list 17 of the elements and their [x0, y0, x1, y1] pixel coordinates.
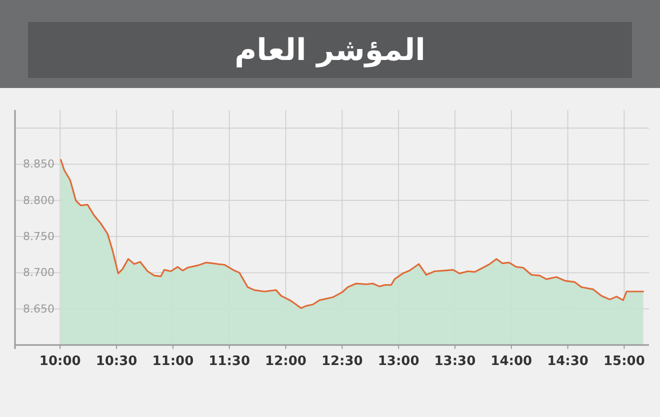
x-tick-label: 14:00	[490, 354, 532, 369]
x-tick-label: 14:30	[547, 354, 588, 369]
y-tick-label: 8.700	[23, 266, 54, 280]
x-tick-label: 13:30	[434, 354, 476, 369]
x-tick-label: 10:30	[96, 354, 138, 369]
chart-title: المؤشر العام	[234, 33, 426, 68]
x-tick-label: 15:00	[603, 354, 645, 369]
x-tick-label: 10:00	[39, 354, 81, 369]
x-tick-label: 11:30	[208, 354, 250, 369]
y-tick-label: 8.650	[23, 302, 54, 316]
x-tick-label: 11:00	[152, 354, 194, 369]
x-tick-label: 12:30	[321, 354, 363, 369]
y-tick-label: 8.850	[23, 158, 54, 171]
x-tick-label: 12:00	[265, 354, 306, 369]
y-tick-label: 8.800	[23, 194, 54, 207]
x-tick-label: 13:00	[378, 354, 420, 369]
y-tick-label: 8.750	[23, 230, 54, 244]
